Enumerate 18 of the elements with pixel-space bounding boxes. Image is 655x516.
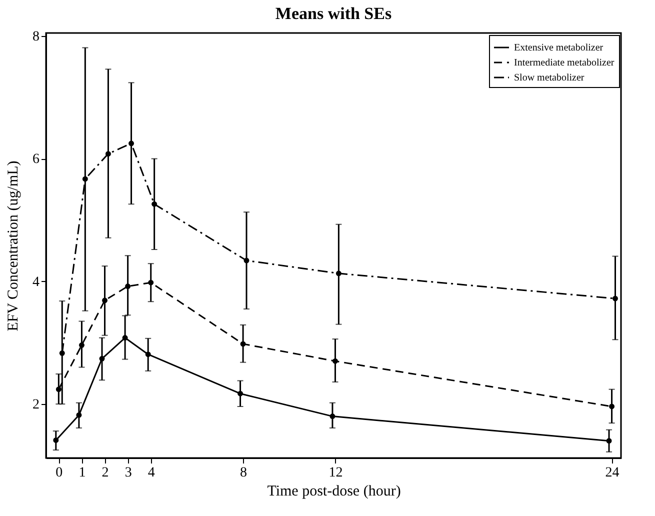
legend-label: Slow metabolizer [514, 72, 585, 84]
x-tick-label: 8 [240, 466, 248, 480]
x-tick-label: 4 [148, 466, 155, 480]
legend-label: Intermediate metabolizer [514, 58, 615, 68]
x-axis-title: Time post-dose (hour) [267, 484, 401, 500]
y-tick-label: 4 [32, 274, 40, 290]
legend-label: Extensive metabolizer [514, 42, 604, 54]
chart-title: Means with SEs [275, 4, 392, 24]
x-tick-label: 2 [102, 466, 109, 480]
y-tick-label: 6 [32, 152, 40, 168]
x-tick-label: 3 [124, 466, 132, 480]
y-axis-title: EFV Concentration (ug/mL) [6, 160, 22, 332]
x-tick-label: 12 [328, 466, 343, 480]
x-tick-label: 0 [56, 466, 63, 480]
x-tick-label: 24 [605, 466, 620, 480]
y-tick-label: 2 [32, 398, 40, 413]
x-tick-label: 1 [78, 466, 86, 480]
y-tick-label: 8 [32, 30, 40, 45]
